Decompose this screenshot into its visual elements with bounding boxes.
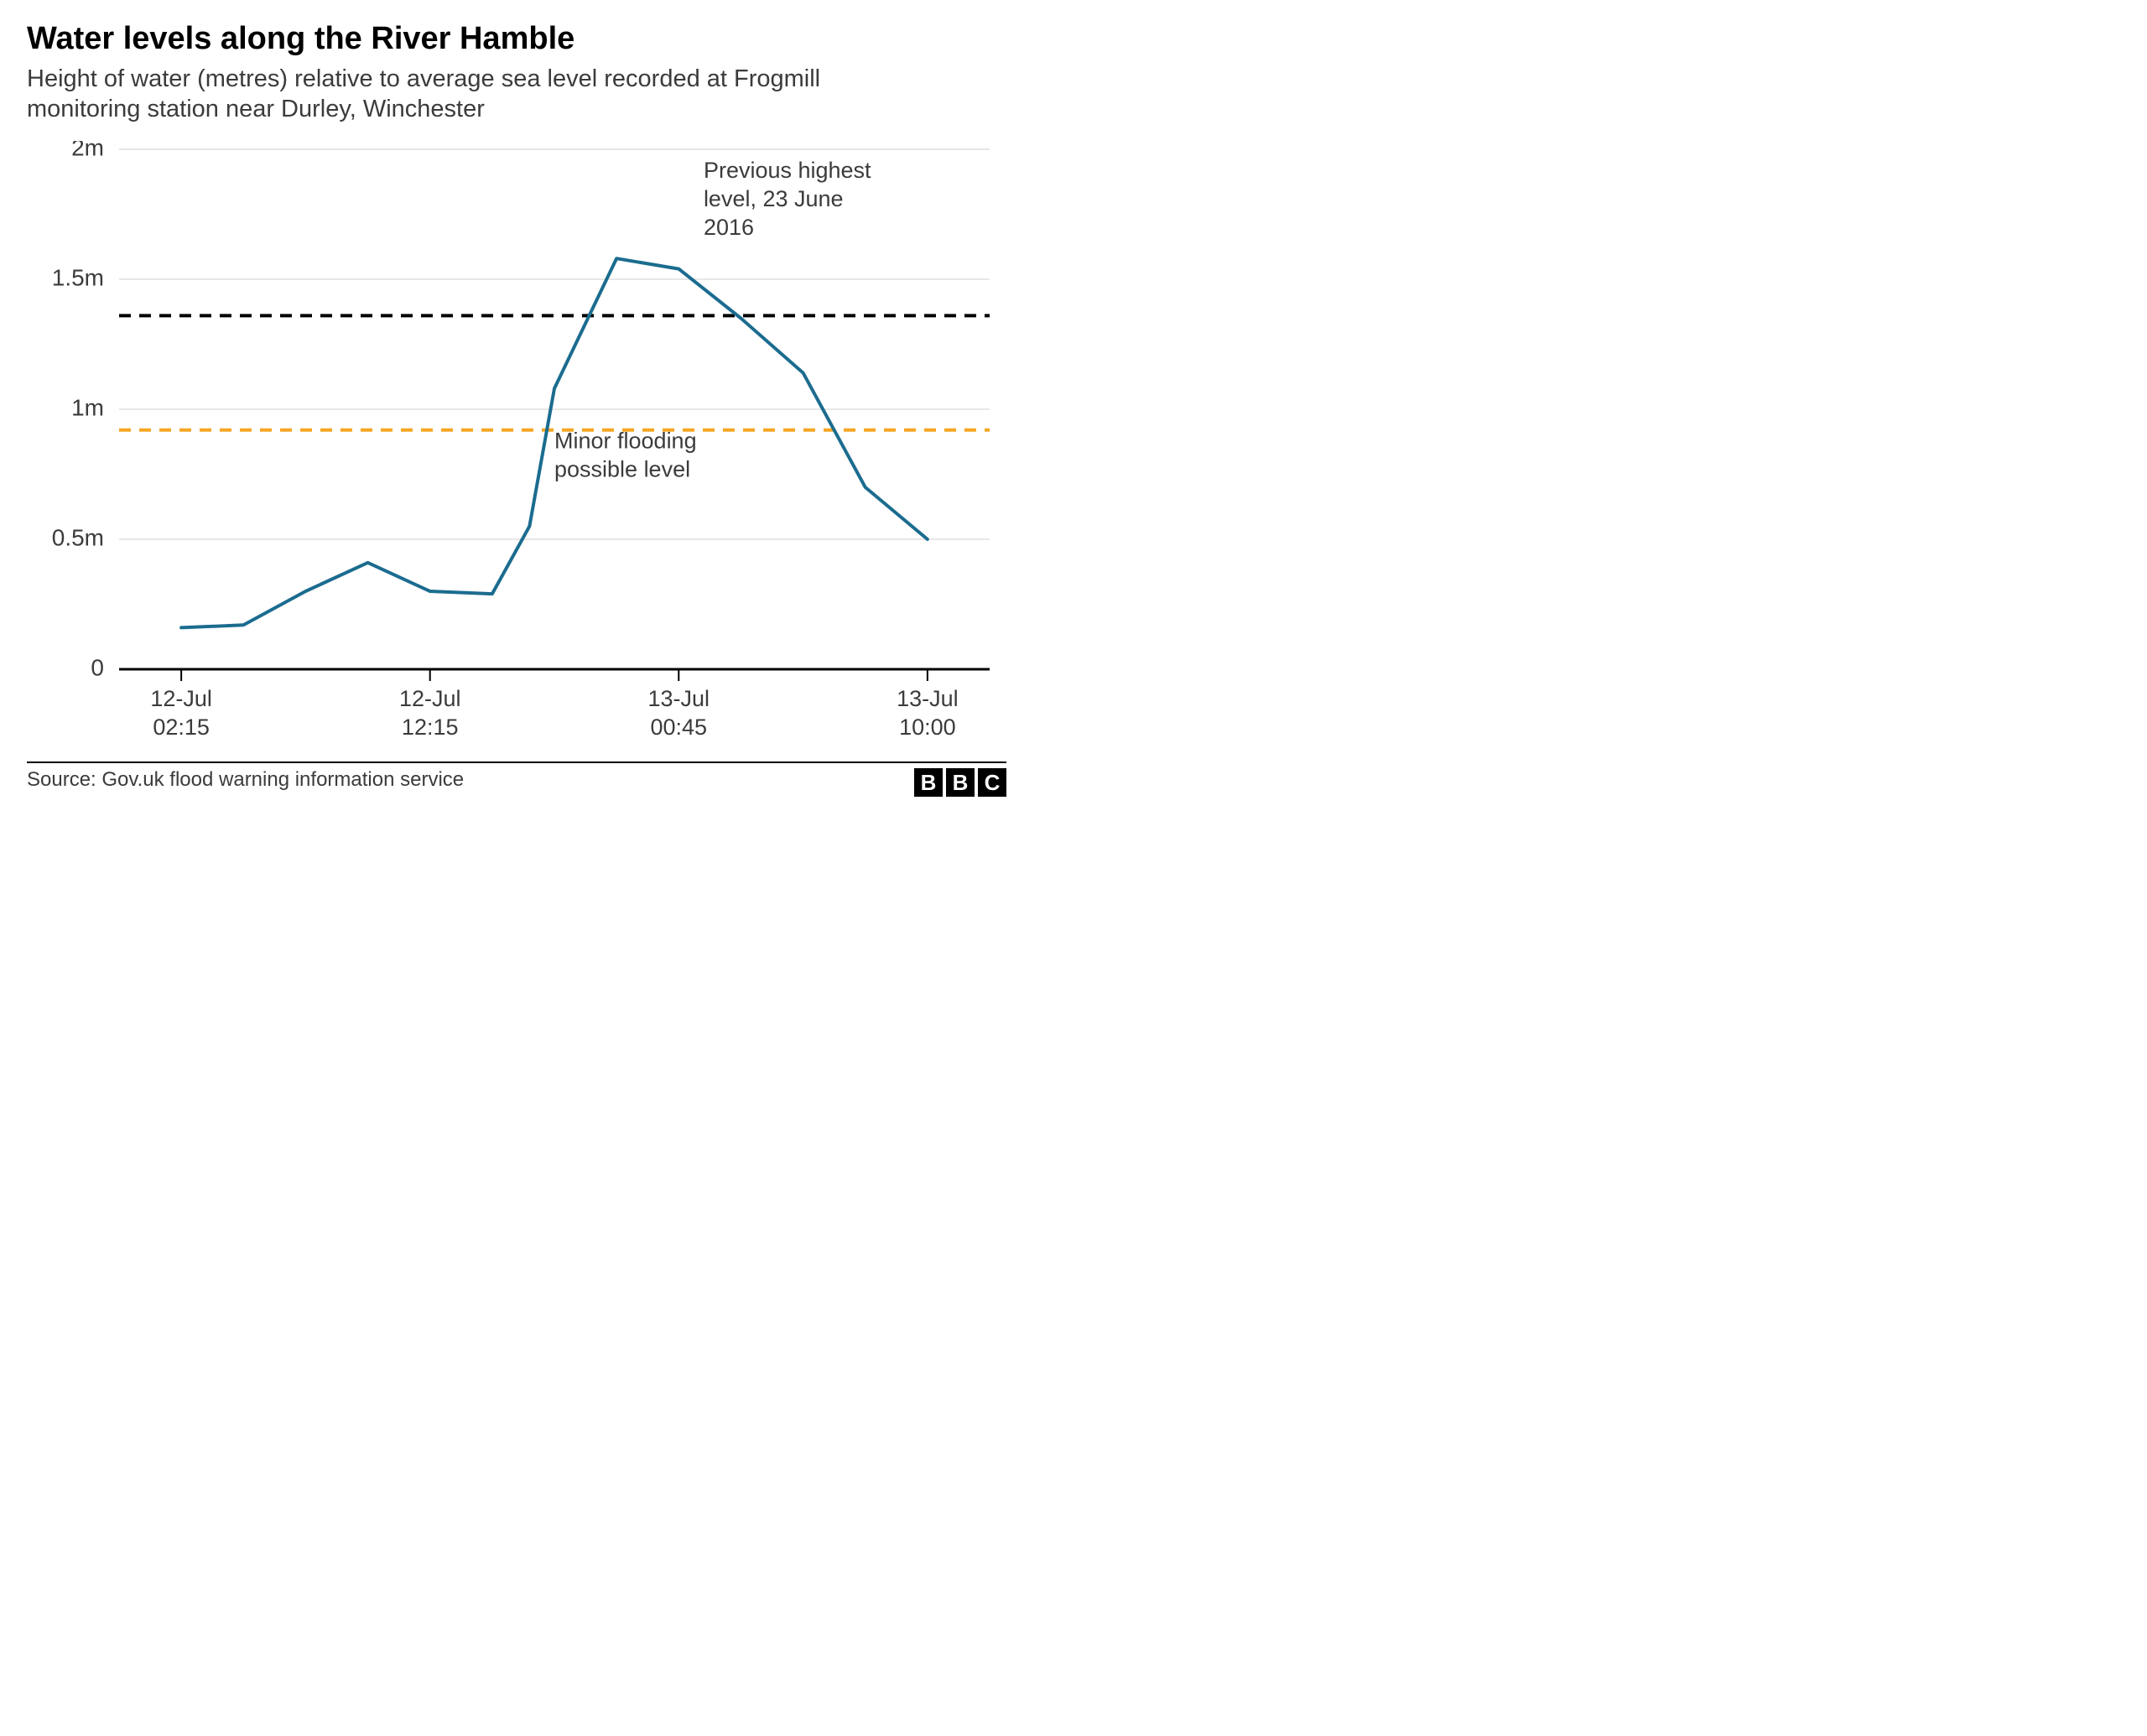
- bbc-logo-letter: C: [978, 768, 1006, 797]
- reference-label: level, 23 June: [704, 186, 844, 211]
- bbc-logo-letter: B: [946, 768, 975, 797]
- x-tick-label: 12:15: [402, 715, 459, 740]
- chart-subtitle: Height of water (metres) relative to ave…: [27, 64, 882, 125]
- x-tick-label: 12-Jul: [150, 686, 212, 711]
- y-tick-label: 2m: [71, 141, 104, 160]
- y-tick-label: 1.5m: [52, 264, 104, 290]
- x-tick-label: 13-Jul: [897, 686, 959, 711]
- reference-label: possible level: [554, 457, 690, 482]
- chart-footer: Source: Gov.uk flood warning information…: [27, 761, 1006, 797]
- x-tick-label: 12-Jul: [399, 686, 461, 711]
- x-tick-label: 13-Jul: [648, 686, 710, 711]
- reference-label: Minor flooding: [554, 429, 697, 454]
- reference-label: 2016: [704, 215, 754, 240]
- y-tick-label: 0.5m: [52, 524, 104, 550]
- chart-container: Water levels along the River Hamble Heig…: [0, 0, 1033, 836]
- source-text: Source: Gov.uk flood warning information…: [27, 768, 464, 792]
- reference-label: Previous highest: [704, 158, 871, 183]
- y-tick-label: 0: [91, 654, 104, 680]
- y-tick-label: 1m: [71, 394, 104, 420]
- plot-area: 0 0.5m 1m 1.5m 2m Previous highest level, 23 J…: [27, 141, 1006, 761]
- bbc-logo-letter: B: [914, 768, 943, 797]
- chart-title: Water levels along the River Hamble: [27, 20, 1006, 59]
- x-tick-label: 10:00: [899, 715, 956, 740]
- x-tick-label: 02:15: [153, 715, 210, 740]
- x-tick-label: 00:45: [650, 715, 707, 740]
- bbc-logo: B B C: [914, 768, 1006, 797]
- line-chart-svg: 0 0.5m 1m 1.5m 2m Previous highest level, 23 J…: [27, 141, 1006, 761]
